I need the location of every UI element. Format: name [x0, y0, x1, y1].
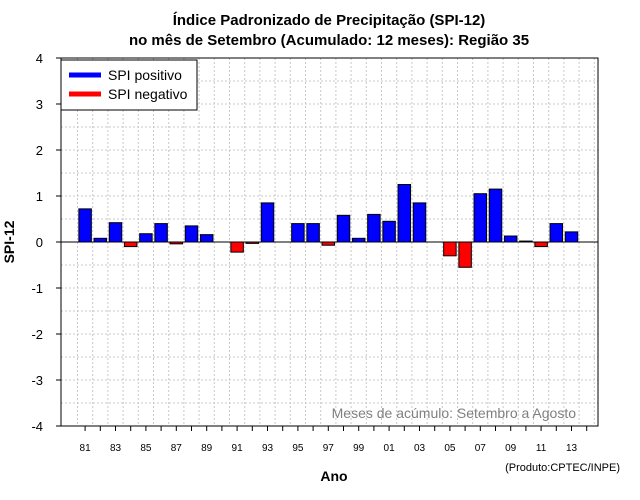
chart-title-line2: no mês de Setembro (Acumulado: 12 meses)…: [129, 32, 529, 49]
bar-09: [503, 235, 518, 243]
y-axis: 4 3 2 1 0 -1 -2 -3 -4: [31, 51, 61, 434]
bar-01: [382, 220, 396, 243]
legend-label-negative: SPI negativo: [108, 86, 188, 102]
y-axis-label: SPI-12: [1, 220, 17, 263]
y-tick-label: -3: [31, 373, 43, 388]
product-credit: (Produto:CPTEC/INPE): [505, 462, 620, 474]
x-axis: 81 83 85 87 89 91 93 95 97 99 01 03 05 07 09 11 13: [80, 426, 588, 454]
bar-03: [412, 202, 427, 243]
x-tick-label: 01: [384, 443, 396, 454]
x-tick-label: 99: [353, 443, 365, 454]
bar-91: [230, 241, 244, 253]
bar-08: [488, 188, 503, 243]
y-tick-label: -4: [31, 419, 43, 434]
bar-02: [397, 184, 412, 243]
bar-12: [549, 223, 564, 243]
x-tick-label: 03: [414, 443, 426, 454]
bar-86: [154, 223, 168, 243]
y-tick-label: 2: [36, 143, 43, 158]
chart-title-line1: Índice Padronizado de Precipitação (SPI-…: [173, 12, 486, 29]
legend-label-positive: SPI positivo: [108, 67, 182, 83]
bar-83: [108, 222, 123, 243]
bar-06: [458, 241, 472, 268]
bar-05: [443, 241, 457, 257]
legend: SPI positivo SPI negativo: [60, 59, 198, 111]
x-tick-label: 87: [171, 443, 183, 454]
bar-81: [78, 208, 92, 243]
bar-88: [184, 225, 199, 243]
bar-93: [260, 202, 275, 243]
y-tick-label: -1: [31, 281, 43, 296]
x-tick-label: 91: [232, 443, 244, 454]
y-tick-label: 4: [36, 51, 43, 66]
bar-95: [291, 223, 305, 243]
x-tick-label: 97: [323, 443, 335, 454]
bar-82: [93, 237, 108, 243]
bar-96: [306, 223, 320, 243]
y-tick-label: 1: [36, 189, 43, 204]
x-tick-label: 81: [80, 443, 92, 454]
x-tick-label: 11: [536, 443, 547, 454]
x-tick-label: 07: [475, 443, 487, 454]
x-tick-label: 05: [444, 443, 456, 454]
x-tick-label: 83: [110, 443, 122, 454]
accumulation-note: Meses de acúmulo: Setembro a Agosto: [332, 405, 577, 421]
bar-98: [336, 214, 351, 243]
bar-99: [351, 237, 366, 243]
y-tick-label: -2: [31, 327, 43, 342]
x-tick-label: 09: [505, 443, 517, 454]
bar-89: [199, 234, 214, 243]
x-tick-label: 93: [262, 443, 274, 454]
bar-13: [564, 231, 579, 243]
bar-11: [534, 241, 548, 248]
bar-84: [123, 241, 138, 248]
x-axis-label: Ano: [320, 468, 347, 484]
y-tick-label: 3: [36, 97, 43, 112]
legend-box: [60, 59, 198, 111]
x-tick-label: 95: [292, 443, 304, 454]
bar-07: [473, 193, 488, 243]
x-tick-label: 89: [201, 443, 213, 454]
x-tick-label: 85: [140, 443, 152, 454]
x-tick-label: 13: [566, 443, 578, 454]
y-tick-label: 0: [36, 235, 43, 250]
bar-85: [139, 233, 153, 243]
bar-00: [367, 213, 381, 243]
